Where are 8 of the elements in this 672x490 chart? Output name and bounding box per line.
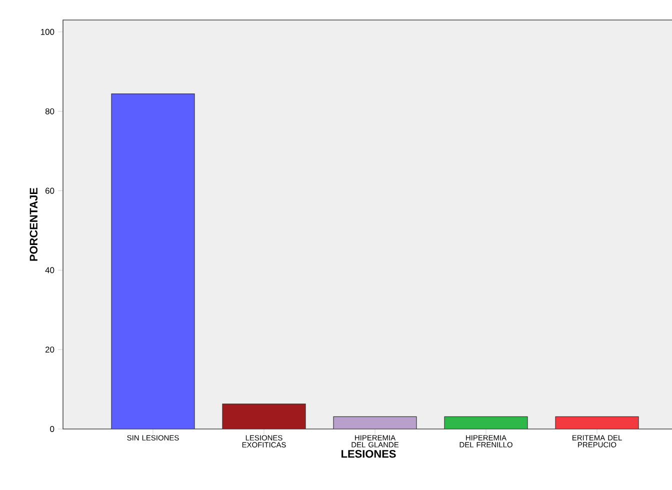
x-axis-title: LESIONES [342, 450, 396, 458]
y-tick-label: 100 [40, 28, 54, 35]
y-tick-label: 20 [45, 346, 54, 353]
y-tick-label: 80 [45, 108, 54, 114]
y-tick-label: 40 [45, 267, 54, 274]
y-tick-label: 0 [50, 426, 54, 432]
y-tick-label: 60 [46, 188, 54, 194]
y-axis-title: PORCENTAJE [30, 188, 38, 261]
